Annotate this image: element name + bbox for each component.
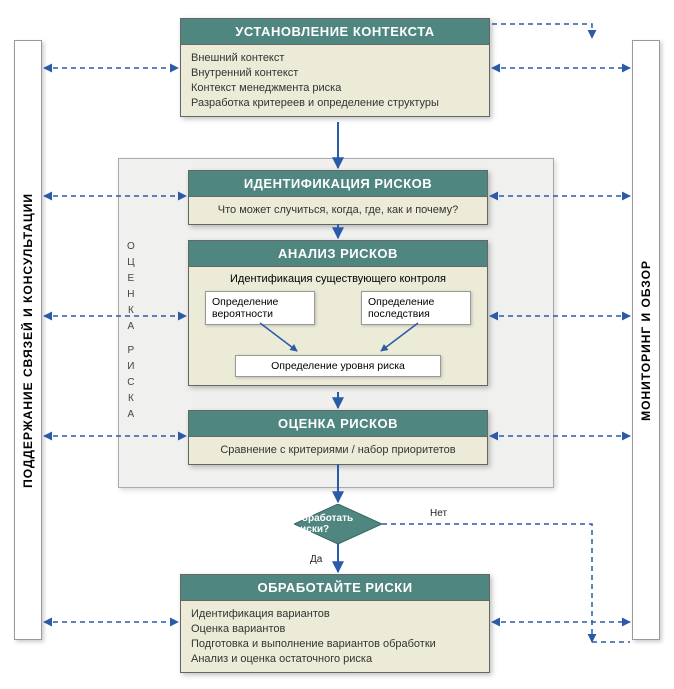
right-panel-label: МОНИТОРИНГ И ОБЗОР <box>639 260 653 421</box>
context-title: УСТАНОВЛЕНИЕ КОНТЕКСТА <box>181 19 489 45</box>
identify-body: Что может случиться, когда, где, как и п… <box>189 197 487 224</box>
decision-diamond: Обработать риски? <box>294 504 382 544</box>
identify-box: ИДЕНТИФИКАЦИЯ РИСКОВ Что может случиться… <box>188 170 488 225</box>
decision-yes: Да <box>310 554 322 565</box>
analysis-body: Идентификация существующего контроля Опр… <box>189 267 487 385</box>
context-line: Контекст менеджмента риска <box>191 81 479 96</box>
analysis-subtitle: Идентификация существующего контроля <box>197 273 479 285</box>
left-panel-label: ПОДДЕРЖАНИЕ СВЯЗЕЙ И КОНСУЛЬТАЦИИ <box>21 193 35 488</box>
treat-line: Подготовка и выполнение вариантов обрабо… <box>191 637 479 652</box>
left-panel: ПОДДЕРЖАНИЕ СВЯЗЕЙ И КОНСУЛЬТАЦИИ <box>14 40 42 640</box>
treat-body: Идентификация вариантовОценка вариантовП… <box>181 601 489 672</box>
evaluate-title: ОЦЕНКА РИСКОВ <box>189 411 487 437</box>
decision-no: Нет <box>430 508 447 519</box>
risk-assessment-label: ОЦЕНКА РИСКА <box>127 239 135 423</box>
context-body: Внешний контекстВнутренний контекстКонте… <box>181 45 489 116</box>
evaluate-box: ОЦЕНКА РИСКОВ Сравнение с критериями / н… <box>188 410 488 465</box>
analysis-box: АНАЛИЗ РИСКОВ Идентификация существующег… <box>188 240 488 386</box>
context-box: УСТАНОВЛЕНИЕ КОНТЕКСТА Внешний контекстВ… <box>180 18 490 117</box>
treat-title: ОБРАБОТАЙТЕ РИСКИ <box>181 575 489 601</box>
context-line: Разработка критереев и определение струк… <box>191 96 479 111</box>
right-panel: МОНИТОРИНГ И ОБЗОР <box>632 40 660 640</box>
analysis-title: АНАЛИЗ РИСКОВ <box>189 241 487 267</box>
context-line: Внешний контекст <box>191 51 479 66</box>
context-line: Внутренний контекст <box>191 66 479 81</box>
decision-label: Обработать риски? <box>294 504 382 544</box>
treat-line: Идентификация вариантов <box>191 607 479 622</box>
evaluate-body: Сравнение с критериями / набор приоритет… <box>189 437 487 464</box>
identify-title: ИДЕНТИФИКАЦИЯ РИСКОВ <box>189 171 487 197</box>
treat-box: ОБРАБОТАЙТЕ РИСКИ Идентификация варианто… <box>180 574 490 673</box>
treat-line: Оценка вариантов <box>191 622 479 637</box>
flowchart-canvas: ПОДДЕРЖАНИЕ СВЯЗЕЙ И КОНСУЛЬТАЦИИ МОНИТО… <box>10 10 664 679</box>
treat-line: Анализ и оценка остаточного риска <box>191 652 479 667</box>
